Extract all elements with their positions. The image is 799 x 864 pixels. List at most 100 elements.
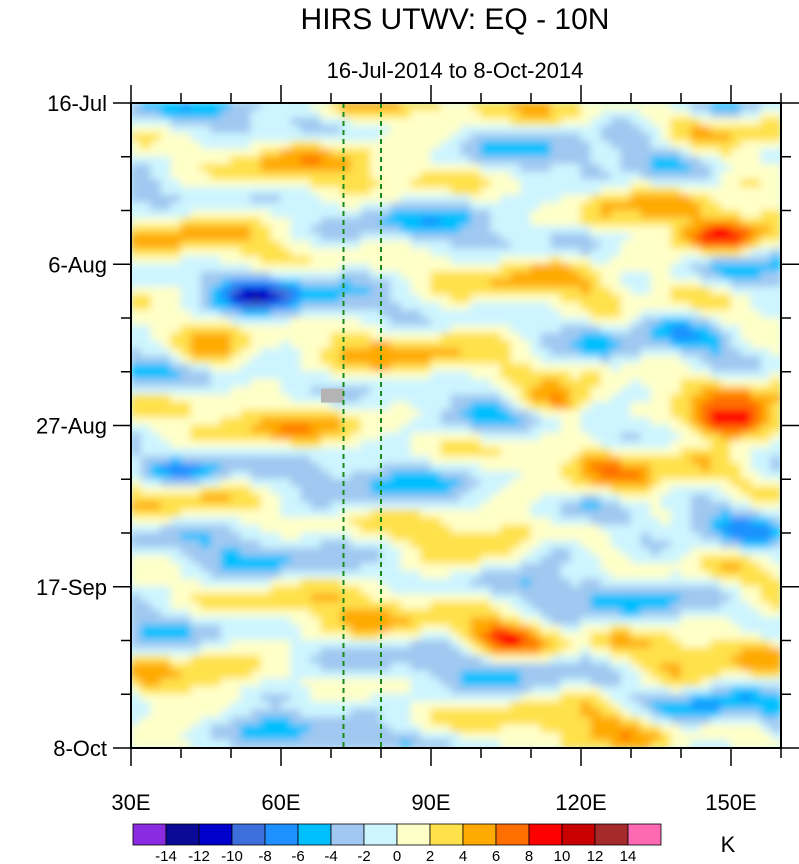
heatmap-cell: [410, 540, 422, 549]
heatmap-cell: [260, 140, 272, 150]
heatmap-cell: [610, 240, 622, 250]
heatmap-cell: [500, 386, 512, 396]
heatmap-cell: [290, 532, 302, 542]
heatmap-cell: [220, 317, 232, 327]
heatmap-cell: [340, 279, 352, 288]
heatmap-cell: [510, 217, 522, 227]
heatmap-cell: [660, 125, 672, 135]
heatmap-cell: [390, 578, 402, 588]
heatmap-cell: [230, 532, 242, 542]
heatmap-cell: [540, 348, 552, 357]
heatmap-cell: [660, 110, 672, 119]
heatmap-cell: [600, 486, 612, 496]
heatmap-cell: [280, 371, 292, 380]
heatmap-cell: [210, 117, 222, 127]
heatmap-cell: [500, 509, 512, 519]
heatmap-cell: [400, 386, 412, 396]
heatmap-cell: [420, 540, 432, 549]
heatmap-cell: [260, 332, 272, 342]
heatmap-cell: [410, 509, 422, 519]
heatmap-cell: [600, 463, 612, 473]
heatmap-cell: [750, 325, 762, 334]
heatmap-cell: [440, 133, 452, 142]
heatmap-cell: [170, 240, 182, 250]
heatmap-cell: [580, 463, 592, 473]
heatmap-cell: [200, 586, 212, 595]
heatmap-cell: [190, 494, 202, 503]
heatmap-cell: [430, 125, 442, 135]
heatmap-cell: [770, 133, 781, 142]
heatmap-cell: [300, 494, 312, 503]
heatmap-cell: [160, 317, 172, 327]
heatmap-cell: [140, 601, 152, 611]
heatmap-cell: [600, 125, 612, 135]
heatmap-cell: [690, 355, 702, 365]
heatmap-cell: [590, 263, 602, 273]
heatmap-cell: [410, 140, 422, 150]
heatmap-cell: [380, 240, 392, 250]
heatmap-cell: [590, 593, 602, 603]
heatmap-cell: [131, 678, 142, 688]
heatmap-cell: [350, 363, 362, 373]
heatmap-cell: [380, 563, 392, 572]
heatmap-cell: [710, 647, 722, 657]
heatmap-cell: [270, 248, 282, 258]
heatmap-cell: [390, 494, 402, 503]
heatmap-cell: [380, 279, 392, 288]
heatmap-cell: [670, 179, 682, 188]
heatmap-cell: [270, 279, 282, 288]
heatmap-cell: [210, 302, 222, 311]
heatmap-cell: [250, 478, 262, 488]
heatmap-cell: [450, 117, 462, 127]
heatmap-cell: [750, 348, 762, 357]
heatmap-cell: [470, 148, 482, 158]
heatmap-cell: [160, 455, 172, 465]
heatmap-cell: [190, 355, 202, 365]
heatmap-cell: [490, 294, 502, 304]
heatmap-cell: [600, 202, 612, 211]
heatmap-cell: [470, 179, 482, 188]
heatmap-cell: [250, 363, 262, 373]
heatmap-cell: [230, 401, 242, 411]
heatmap-cell: [420, 256, 432, 265]
heatmap-cell: [370, 225, 382, 235]
heatmap-cell: [390, 486, 402, 496]
heatmap-cell: [470, 371, 482, 380]
heatmap-cell: [650, 425, 662, 434]
heatmap-cell: [170, 425, 182, 434]
heatmap-cell: [530, 355, 542, 365]
heatmap-cell: [580, 309, 592, 319]
heatmap-cell: [350, 640, 362, 649]
heatmap-cell: [470, 117, 482, 127]
heatmap-cell: [410, 355, 422, 365]
heatmap-cell: [380, 616, 392, 626]
heatmap-cell: [131, 432, 142, 442]
heatmap-cell: [260, 486, 272, 496]
heatmap-cell: [131, 463, 142, 473]
heatmap-cell: [160, 616, 172, 626]
heatmap-cell: [730, 555, 742, 565]
heatmap-cell: [230, 509, 242, 519]
heatmap-cell: [530, 509, 542, 519]
heatmap-cell: [170, 186, 182, 196]
heatmap-cell: [600, 133, 612, 142]
heatmap-cell: [410, 394, 422, 403]
heatmap-cell: [750, 570, 762, 580]
heatmap-cell: [640, 163, 652, 173]
heatmap-cell: [570, 494, 582, 503]
heatmap-cell: [131, 686, 142, 695]
heatmap-cell: [640, 532, 652, 542]
heatmap-cell: [430, 271, 442, 281]
heatmap-cell: [350, 394, 362, 403]
heatmap-cell: [190, 455, 202, 465]
heatmap-cell: [540, 279, 552, 288]
heatmap-cell: [510, 317, 522, 327]
heatmap-cell: [750, 401, 762, 411]
heatmap-cell: [170, 463, 182, 473]
heatmap-cell: [620, 647, 632, 657]
heatmap-cell: [150, 578, 162, 588]
heatmap-cell: [680, 202, 692, 211]
heatmap-cell: [590, 117, 602, 127]
heatmap-cell: [740, 432, 752, 442]
heatmap-cell: [680, 601, 692, 611]
